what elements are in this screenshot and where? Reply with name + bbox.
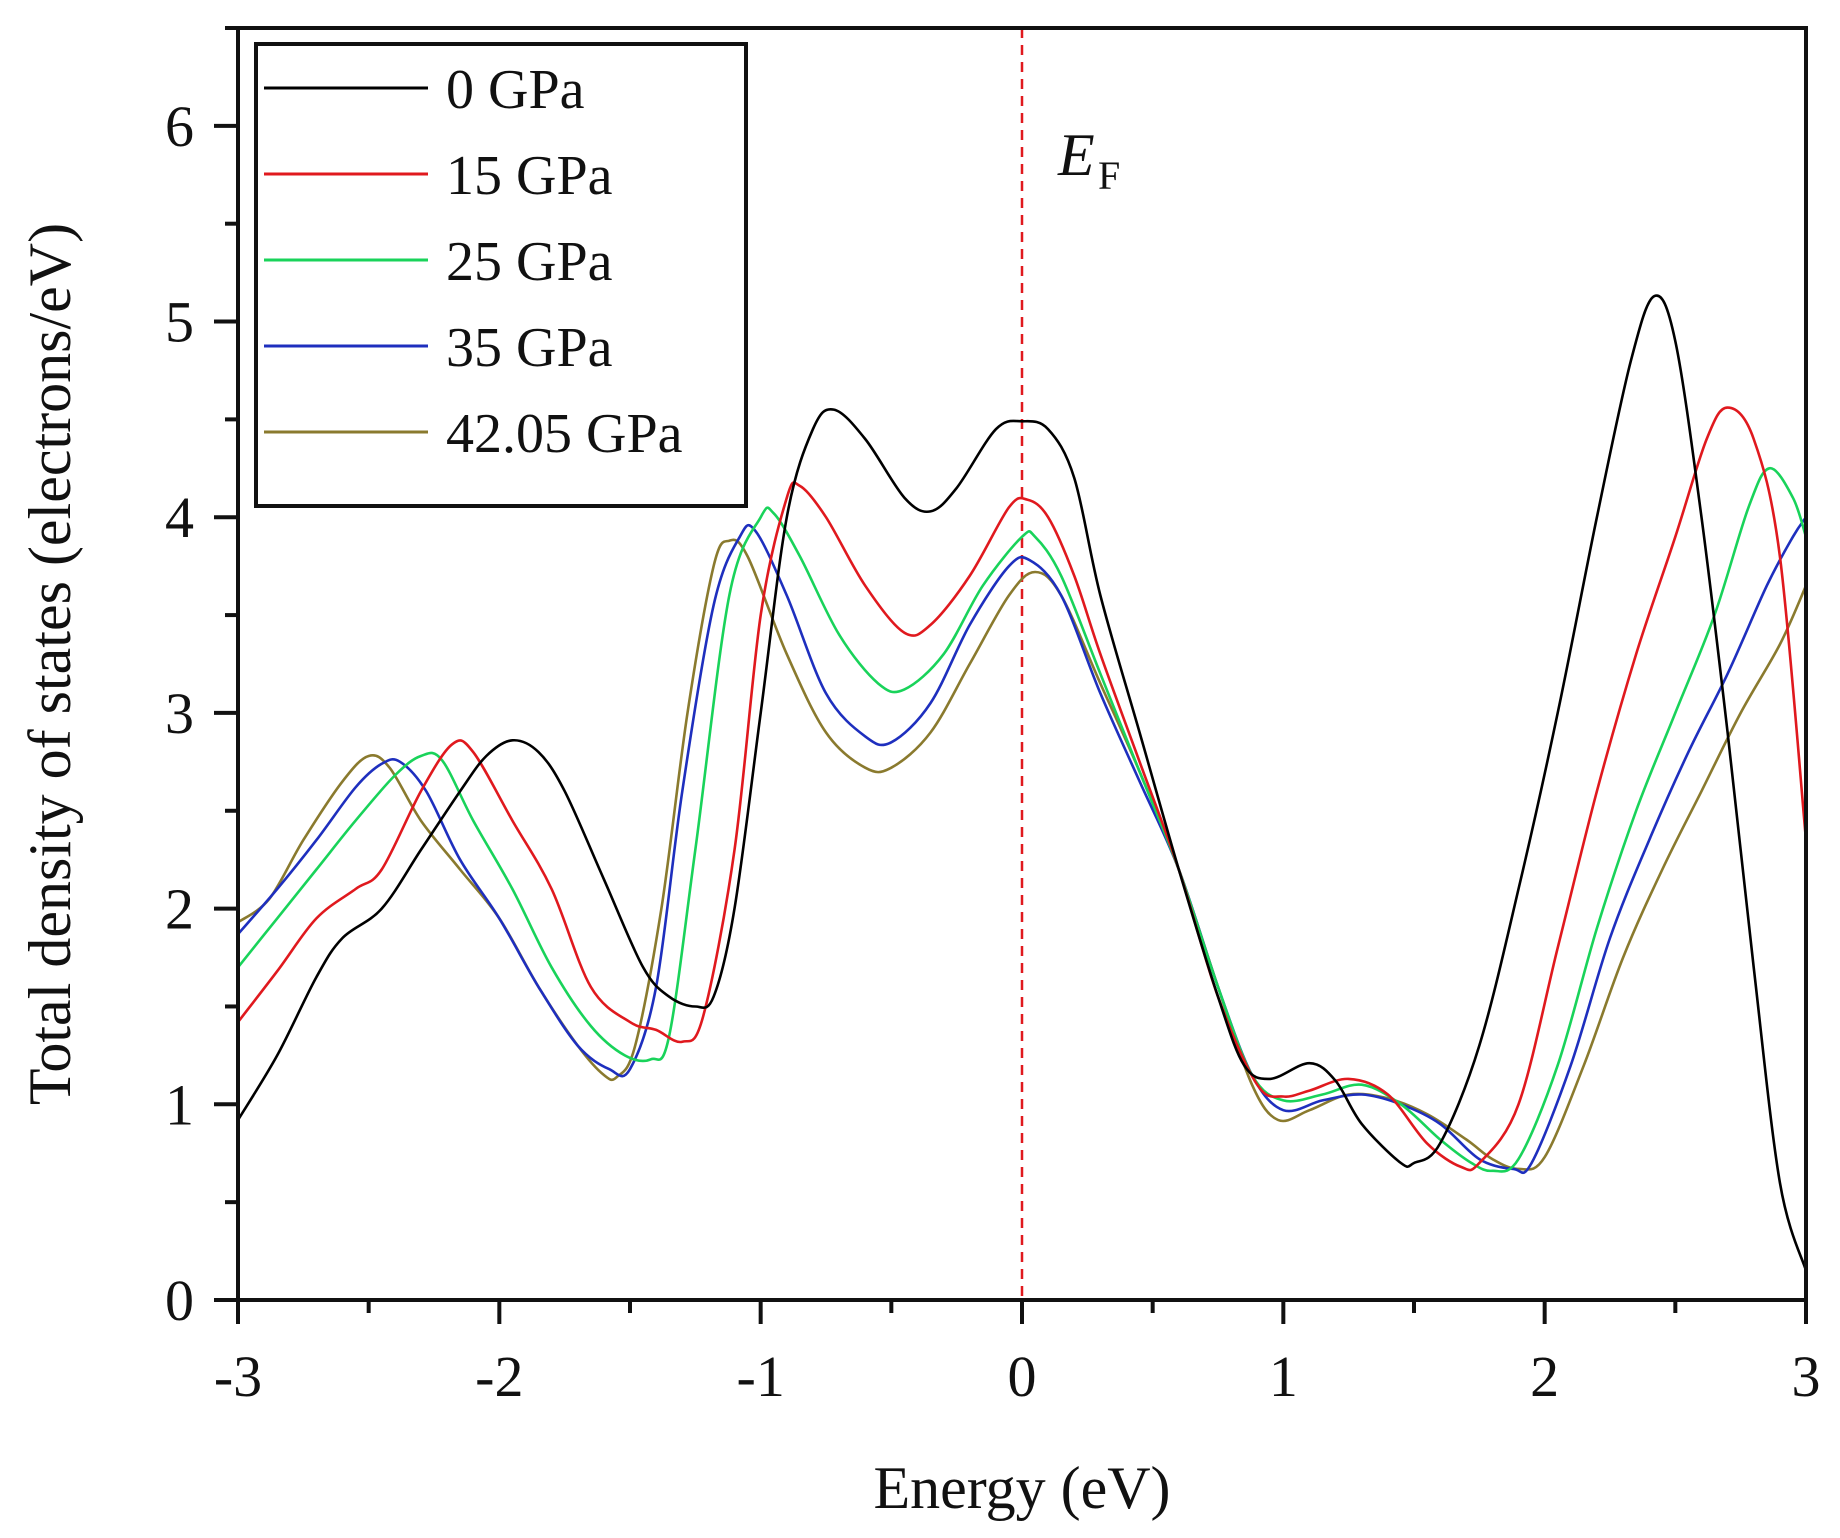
legend: 0 GPa 15 GPa 25 GPa 35 GPa 42.05 GPa xyxy=(254,42,748,508)
x-tick-label: 0 xyxy=(1008,1344,1037,1409)
x-tick-label: -3 xyxy=(214,1344,262,1409)
axis-ticks: -3 -2 -1 0 1 2 3 0 1 2 3 4 5 6 xyxy=(165,26,1821,1409)
x-tick-label: -1 xyxy=(737,1344,785,1409)
y-axis-title: Total density of states (electrons/eV) xyxy=(17,223,83,1105)
x-axis-title: Energy (eV) xyxy=(873,1455,1170,1521)
x-tick-label: -2 xyxy=(475,1344,523,1409)
series-line-35-gpa xyxy=(238,516,1806,1174)
y-tick-label: 0 xyxy=(165,1268,194,1333)
legend-items: 0 GPa 15 GPa 25 GPa 35 GPa 42.05 GPa xyxy=(264,59,683,465)
x-tick-label: 1 xyxy=(1269,1344,1298,1409)
y-axis-title-group: Total density of states (electrons/eV) xyxy=(17,223,83,1105)
fermi-level-subscript: F xyxy=(1098,153,1120,198)
x-tick-label: 2 xyxy=(1530,1344,1559,1409)
plot-frame xyxy=(236,26,1808,1302)
y-tick-label: 2 xyxy=(165,877,194,942)
legend-label: 25 GPa xyxy=(446,231,613,293)
y-tick-label: 1 xyxy=(165,1072,194,1137)
y-tick-label: 4 xyxy=(165,485,194,550)
y-tick-label: 5 xyxy=(165,290,194,355)
legend-label: 35 GPa xyxy=(446,317,613,379)
series-line-15-gpa xyxy=(238,406,1806,1172)
y-tick-label: 3 xyxy=(165,681,194,746)
x-tick-label: 3 xyxy=(1792,1344,1821,1409)
legend-label: 0 GPa xyxy=(446,59,585,121)
series-line-0-gpa xyxy=(238,294,1806,1271)
series-lines xyxy=(238,294,1806,1271)
legend-label: 15 GPa xyxy=(446,145,613,207)
legend-box xyxy=(254,42,748,508)
series-line-25-gpa xyxy=(238,467,1806,1173)
y-tick-label: 6 xyxy=(165,94,194,159)
legend-label: 42.05 GPa xyxy=(446,403,683,465)
fermi-level-label: E xyxy=(1057,122,1095,188)
